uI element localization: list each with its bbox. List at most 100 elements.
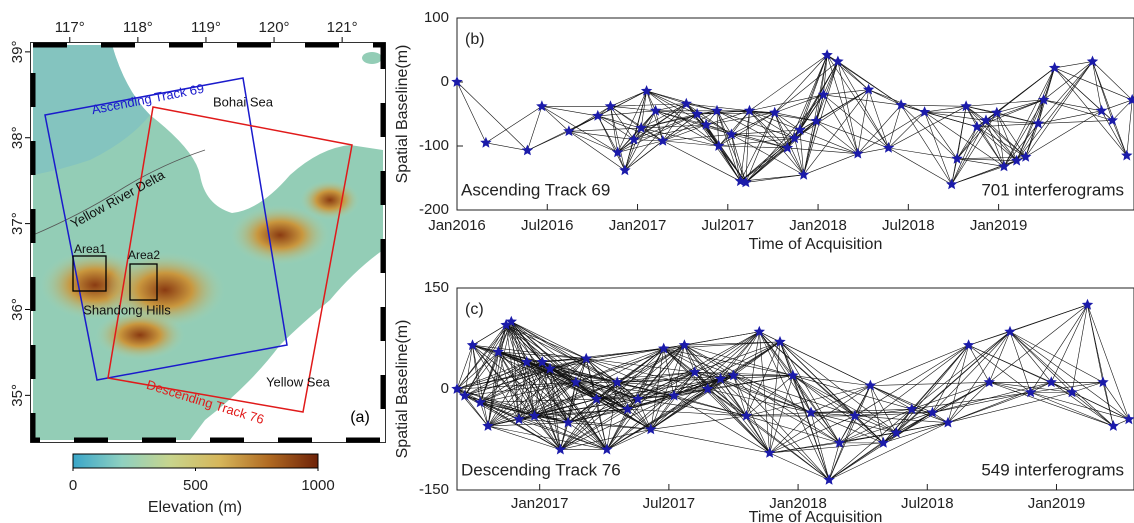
- interferogram-edge: [485, 142, 528, 151]
- interferogram-edge: [854, 385, 871, 417]
- interferogram-edge: [617, 375, 734, 383]
- interferogram-edge: [854, 415, 948, 423]
- interferogram-edge: [718, 145, 741, 182]
- lon-tick-label: 119°: [191, 19, 221, 36]
- interferogram-edge: [1016, 99, 1045, 161]
- area-box: [72, 255, 107, 292]
- x-tick-label: Jan2019: [970, 217, 1028, 234]
- interferogram-edge: [662, 110, 718, 142]
- interferogram-edge: [1016, 67, 1055, 161]
- acquisition-star: [492, 346, 504, 357]
- interferogram-edge: [1043, 61, 1093, 101]
- interferogram-edge: [617, 90, 647, 153]
- interferogram-edge: [774, 112, 801, 131]
- interferogram-edge: [541, 106, 618, 153]
- interferogram-edge: [707, 375, 793, 390]
- interferogram-edge: [799, 55, 828, 131]
- interferogram-edge: [989, 381, 1031, 393]
- interferogram-edge: [597, 110, 656, 117]
- acquisition-star: [817, 88, 830, 100]
- interferogram-edge: [637, 398, 652, 430]
- interferogram-edge: [511, 321, 618, 383]
- interferogram-edge: [810, 408, 912, 413]
- interferogram-edge: [1025, 110, 1102, 158]
- interferogram-edge: [839, 412, 933, 444]
- interferogram-edge: [479, 321, 512, 403]
- interferogram-edge: [575, 382, 597, 400]
- panel-label: (a): [350, 409, 370, 426]
- interferogram-edge: [696, 113, 732, 135]
- interferogram-edge: [597, 90, 647, 117]
- interferogram-edge: [534, 381, 618, 417]
- y-tick-label: -100: [419, 137, 449, 154]
- interferogram-edge: [1126, 99, 1133, 156]
- interferogram-edge: [617, 110, 656, 153]
- interferogram-edge: [740, 112, 776, 182]
- interferogram-edge: [487, 361, 528, 427]
- acquisition-star: [459, 389, 471, 401]
- x-tick-label: Jan2017: [511, 495, 569, 512]
- map-annotation: Bohai Sea: [213, 94, 274, 109]
- interferogram-edge: [707, 375, 734, 390]
- x-tick-label: Jul2018: [882, 217, 935, 234]
- x-tick-label: Jul2016: [521, 217, 574, 234]
- interferogram-edge: [673, 371, 695, 396]
- interferogram-edge: [828, 385, 871, 481]
- acquisition-star: [480, 136, 492, 148]
- hills: [95, 310, 185, 360]
- interferogram-edge: [586, 358, 708, 390]
- interferogram-edge: [518, 419, 561, 450]
- acquisition-star: [700, 118, 712, 130]
- acquisition-star: [1121, 149, 1133, 161]
- interferogram-edge: [705, 124, 747, 183]
- interferogram-edge: [740, 110, 750, 182]
- map-annotation: Yellow Sea: [266, 374, 331, 389]
- interferogram-edge: [663, 348, 675, 396]
- interferogram-edge: [774, 112, 788, 149]
- acquisition-star: [711, 104, 723, 116]
- interferogram-edge: [996, 112, 1039, 124]
- acquisition-star: [466, 339, 479, 351]
- acquisition-star: [640, 85, 653, 96]
- x-axis-label: Time of Acquisition: [749, 236, 883, 253]
- interferogram-edge: [505, 324, 561, 450]
- interferogram-edge: [792, 375, 912, 410]
- interferogram-edge: [1009, 304, 1088, 333]
- interferogram-edge: [707, 331, 760, 390]
- interferogram-edge: [706, 124, 788, 149]
- acquisition-star: [528, 409, 541, 421]
- interferogram-edge: [810, 385, 871, 413]
- interferogram-edge: [857, 89, 869, 154]
- interferogram-edge: [883, 382, 990, 444]
- interferogram-edge: [816, 120, 889, 149]
- interferogram-edge: [956, 126, 978, 159]
- acquisition-star: [601, 443, 613, 455]
- interferogram-edge: [549, 368, 638, 400]
- x-tick-label: Jan2016: [428, 217, 486, 234]
- interferogram-edge: [606, 395, 675, 450]
- interferogram-edge: [707, 388, 770, 454]
- acquisition-star: [864, 379, 877, 391]
- interferogram-edge: [534, 415, 561, 450]
- acquisition-star: [951, 152, 963, 164]
- interferogram-edge: [1038, 120, 1113, 124]
- acquisition-star: [668, 389, 680, 401]
- plot-area: -150 0 150 Jan2017 Jul2017 Jan2018 Jul2018 Jan2…: [394, 279, 1134, 523]
- interferogram-edge: [617, 344, 685, 383]
- interferogram-edge: [464, 345, 473, 396]
- interferogram-edge: [633, 110, 656, 140]
- interferogram-edge: [673, 395, 747, 417]
- interferogram-edge: [883, 422, 949, 444]
- interferogram-edge: [480, 361, 527, 403]
- colorbar-label: Elevation (m): [148, 499, 242, 516]
- interferogram-edge: [828, 442, 840, 480]
- interferogram-edge: [720, 331, 760, 380]
- interferogram-edge: [857, 147, 889, 154]
- interferogram-edge: [774, 94, 824, 114]
- interferogram-edge: [854, 344, 969, 417]
- interferogram-edge: [655, 110, 698, 115]
- interferogram-edge: [733, 375, 830, 481]
- acquisition-star: [794, 124, 806, 135]
- acquisition-star: [774, 335, 786, 347]
- interferogram-edge: [749, 110, 775, 114]
